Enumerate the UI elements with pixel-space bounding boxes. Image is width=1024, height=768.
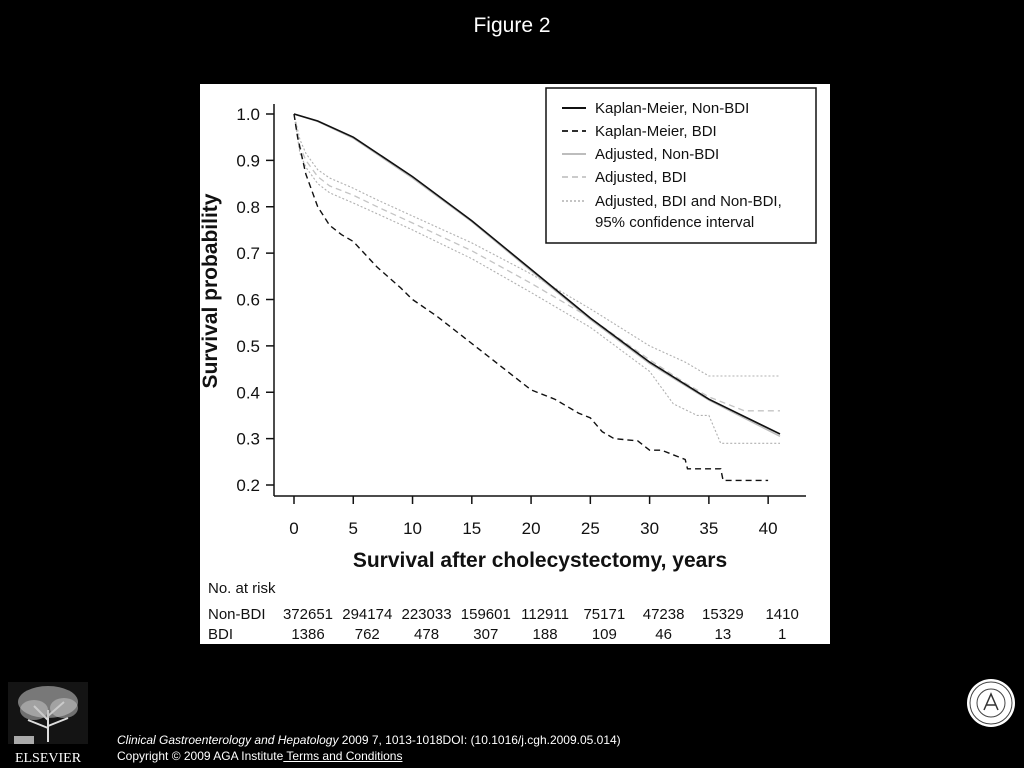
risk-cell: 159601 <box>460 606 511 623</box>
series-line-0 <box>293 113 781 435</box>
y-tick-label: 1.0 <box>236 105 260 124</box>
risk-cell: 112911 <box>521 606 569 623</box>
legend-box <box>545 87 817 244</box>
y-tick-label: 0.9 <box>236 151 260 170</box>
risk-cell: 294174 <box>342 606 393 623</box>
terms-and-conditions-link[interactable]: Terms and Conditions <box>283 749 403 763</box>
legend-label: Kaplan-Meier, BDI <box>595 123 717 140</box>
risk-cell: 762 <box>354 626 380 643</box>
risk-cell: 223033 <box>401 606 452 623</box>
y-tick-label: 0.8 <box>236 198 260 217</box>
risk-cell: 15329 <box>702 606 744 623</box>
copyright-line: Copyright © 2009 AGA Institute Terms and… <box>117 749 402 763</box>
y-tick-label: 0.5 <box>236 337 260 356</box>
citation-line: Clinical Gastroenterology and Hepatology… <box>117 733 621 747</box>
x-tick-label: 25 <box>581 519 600 538</box>
x-tick-label: 30 <box>640 519 659 538</box>
risk-cell: 1 <box>777 626 787 643</box>
survival-chart: 0.2 0.3 0.4 0.5 0.6 0.7 0.8 0.9 1.0 0 5 10 15 20 25 30 3… <box>200 87 817 572</box>
risk-table-header: No. at risk <box>208 580 276 597</box>
copyright-text: Copyright © 2009 AGA Institute <box>117 749 284 763</box>
risk-cell: 1386 <box>291 626 325 643</box>
series-line-4 <box>293 113 780 377</box>
legend-label: Adjusted, BDI and Non-BDI, 95% confidence… <box>595 193 782 231</box>
x-tick-label: 40 <box>759 519 778 538</box>
y-tick-label: 0.7 <box>236 244 260 263</box>
risk-cell: 75171 <box>583 606 626 623</box>
svg-text:ELSEVIER: ELSEVIER <box>15 751 82 766</box>
risk-cell: 1410 <box>765 606 799 623</box>
legend-label: Adjusted, Non-BDI <box>595 146 719 163</box>
legend-label: Kaplan-Meier, Non-BDI <box>595 100 749 117</box>
x-tick-label: 0 <box>289 519 298 538</box>
series-line-3 <box>293 113 780 412</box>
risk-row-label-non-bdi: Non-BDI <box>208 606 266 623</box>
slide-title: Figure 2 <box>473 14 551 37</box>
risk-cell: 47238 <box>642 606 685 623</box>
risk-cell: 372651 <box>282 606 334 623</box>
x-tick-label: 15 <box>462 519 481 538</box>
legend-label: Adjusted, BDI <box>595 169 687 186</box>
y-axis-label: Survival probability <box>200 193 222 388</box>
citation-details: 2009 7, 1013-1018DOI: (10.1016/j.cgh.200… <box>338 733 621 747</box>
y-tick-label: 0.6 <box>236 291 260 310</box>
risk-cell: 46 <box>655 626 672 643</box>
y-tick-label: 0.2 <box>236 476 260 495</box>
x-tick-label: 5 <box>349 519 358 538</box>
risk-row-label-bdi: BDI <box>208 626 234 643</box>
y-tick-label: 0.4 <box>236 383 260 402</box>
risk-cell: 188 <box>532 626 558 643</box>
y-tick-label: 0.3 <box>236 430 260 449</box>
aga-seal-icon <box>967 679 1015 727</box>
risk-cell: 478 <box>414 626 440 643</box>
series-line-1 <box>293 113 769 482</box>
risk-cell: 109 <box>591 626 617 643</box>
x-tick-label: 10 <box>403 519 422 538</box>
x-tick-label: 35 <box>699 519 718 538</box>
x-axis-label: Survival after cholecystectomy, years <box>353 549 727 572</box>
x-tick-label: 20 <box>522 519 541 538</box>
risk-cell: 13 <box>714 626 732 643</box>
series-line-5 <box>293 113 780 444</box>
figure-panel: 0.2 0.3 0.4 0.5 0.6 0.7 0.8 0.9 1.0 0 5 10 15 20 25 30 3… <box>200 84 830 644</box>
elsevier-logo: ELSEVIER <box>8 682 88 766</box>
citation-journal: Clinical Gastroenterology and Hepatology <box>117 733 339 747</box>
risk-cell: 307 <box>473 626 499 643</box>
